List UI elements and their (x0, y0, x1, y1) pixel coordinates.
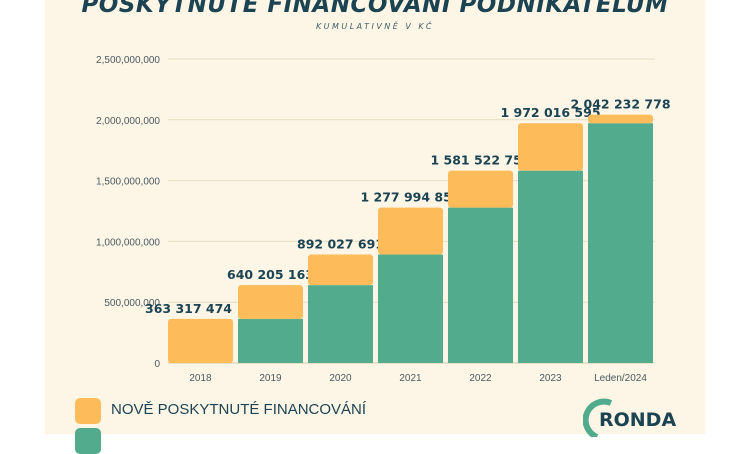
bar-segment-previous (588, 123, 653, 363)
total-data-label: 363 317 474 (145, 301, 232, 316)
bar-segment-previous (448, 207, 513, 363)
ronda-logo: RONDA (583, 397, 683, 437)
bar-segment-new (588, 114, 653, 124)
bar-segment-new (168, 318, 233, 363)
total-data-label: 640 205 163 (227, 267, 314, 282)
logo-text: RONDA (599, 409, 677, 431)
chart-title: POSKYTNUTÉ FINANCOVÁNÍ PODNIKATELŮM (81, 0, 669, 18)
bar-segment-new (378, 207, 443, 255)
x-tick-label: 2021 (399, 373, 422, 384)
total-data-label: 1 581 522 751 (430, 153, 530, 168)
y-tick-label: 2,500,000,000 (96, 55, 160, 66)
x-tick-label: 2023 (539, 373, 562, 384)
legend-swatch-previous (75, 428, 101, 454)
legend-swatch-new (75, 398, 101, 424)
y-tick-label: 500,000,000 (104, 298, 160, 309)
bar-segment-new (308, 254, 373, 286)
legend-label-new: NOVĚ POSKYTNUTÉ FINANCOVÁNÍ (111, 401, 367, 418)
x-tick-label: 2018 (189, 373, 212, 384)
bar-segment-new (238, 285, 303, 319)
bar-segment-previous (378, 254, 443, 363)
y-tick-label: 1,500,000,000 (96, 177, 160, 188)
x-tick-label: 2020 (329, 373, 352, 384)
chart-subtitle: KUMULATIVNĚ V KČ (316, 22, 434, 31)
x-tick-label: 2019 (259, 373, 282, 384)
x-tick-label: 2022 (469, 373, 492, 384)
total-data-label: 1 277 994 851 (360, 190, 460, 205)
y-tick-label: 2,000,000,000 (96, 116, 160, 127)
y-tick-label: 0 (154, 359, 160, 370)
bar-segment-previous (518, 170, 583, 363)
bar-segment-previous (308, 285, 373, 363)
y-tick-label: 1,000,000,000 (96, 237, 160, 248)
x-tick-label: Leden/2024 (594, 373, 647, 384)
bar-segment-new (518, 123, 583, 171)
total-data-label: 2 042 232 778 (570, 97, 670, 112)
bar-chart: 0 500,000,000 1,000,000,000 1,500,000,000 2,… (96, 55, 670, 384)
bar-segment-previous (238, 318, 303, 363)
total-data-label: 1 972 016 595 (500, 105, 600, 120)
total-data-label: 892 027 691 (297, 237, 384, 252)
bar-segment-new (448, 170, 513, 208)
